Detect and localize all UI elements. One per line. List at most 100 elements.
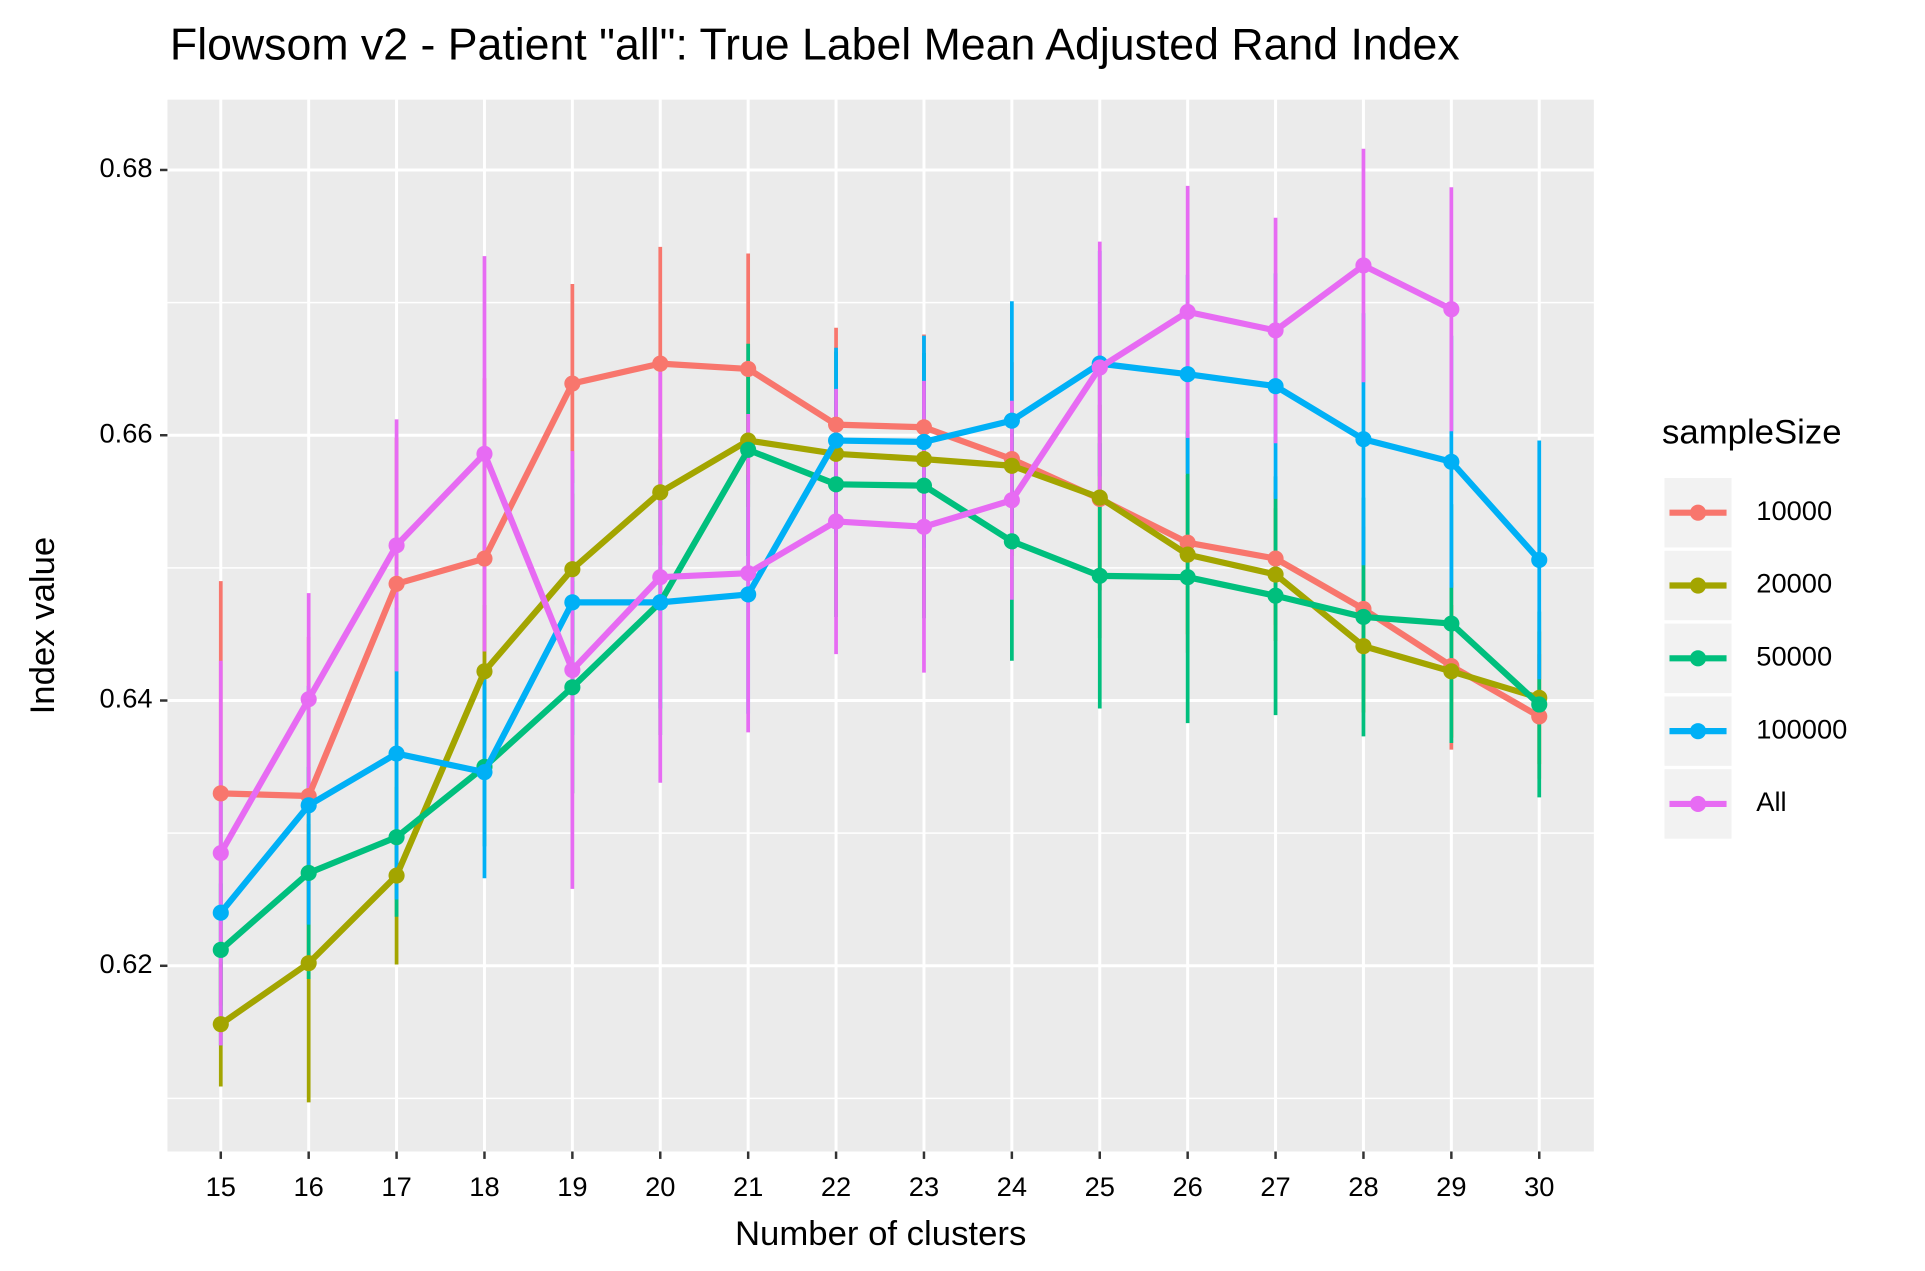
point bbox=[1179, 569, 1196, 586]
point bbox=[1091, 567, 1108, 584]
point bbox=[1267, 566, 1284, 583]
point bbox=[1003, 492, 1020, 509]
point bbox=[388, 745, 405, 762]
legend-key-point bbox=[1689, 577, 1707, 594]
point bbox=[1003, 457, 1020, 474]
point bbox=[740, 586, 757, 603]
x-tick-label: 23 bbox=[909, 1171, 939, 1202]
legend-label: All bbox=[1756, 786, 1786, 817]
point bbox=[1443, 663, 1460, 680]
legend-label: 10000 bbox=[1756, 495, 1832, 526]
x-tick-label: 21 bbox=[733, 1171, 763, 1202]
point bbox=[300, 864, 317, 882]
point bbox=[1267, 378, 1284, 395]
x-tick-label: 16 bbox=[294, 1171, 324, 1202]
point bbox=[564, 375, 581, 392]
point bbox=[1443, 615, 1460, 632]
point bbox=[652, 569, 669, 586]
point bbox=[1355, 608, 1372, 626]
point bbox=[476, 663, 493, 680]
point bbox=[564, 661, 581, 679]
point bbox=[652, 594, 669, 611]
x-tick-label: 19 bbox=[557, 1171, 587, 1202]
x-tick-label: 28 bbox=[1348, 1171, 1378, 1202]
x-tick-label: 15 bbox=[206, 1171, 236, 1202]
point bbox=[388, 867, 405, 884]
legend-label: 50000 bbox=[1756, 641, 1832, 672]
x-tick-label: 20 bbox=[645, 1171, 675, 1202]
point bbox=[1091, 489, 1108, 506]
legend-label: 100000 bbox=[1756, 713, 1847, 744]
point bbox=[1003, 412, 1020, 429]
y-tick-label: 0.62 bbox=[99, 948, 152, 979]
point bbox=[740, 565, 757, 582]
point bbox=[1267, 550, 1284, 567]
point bbox=[300, 691, 317, 708]
point bbox=[388, 537, 405, 554]
x-tick-label: 25 bbox=[1085, 1171, 1115, 1202]
point bbox=[1531, 551, 1548, 568]
point bbox=[476, 550, 493, 567]
point bbox=[828, 513, 845, 530]
point bbox=[915, 451, 933, 468]
point bbox=[1355, 431, 1372, 448]
point bbox=[212, 844, 229, 862]
x-tick-label: 22 bbox=[821, 1171, 851, 1202]
x-tick-label: 29 bbox=[1436, 1171, 1466, 1202]
y-tick-label: 0.64 bbox=[99, 683, 152, 714]
point bbox=[564, 594, 581, 611]
series-line bbox=[218, 360, 1542, 915]
marks bbox=[212, 148, 1548, 1103]
point bbox=[828, 416, 845, 433]
point bbox=[652, 355, 669, 372]
point bbox=[915, 518, 933, 535]
x-axis-label: Number of clusters bbox=[735, 1215, 1026, 1253]
point bbox=[828, 432, 845, 449]
legend-key-point bbox=[1689, 723, 1707, 740]
point bbox=[300, 797, 317, 814]
point bbox=[740, 441, 757, 458]
point bbox=[652, 484, 669, 501]
point bbox=[300, 955, 317, 972]
point bbox=[1179, 303, 1196, 320]
legend-key-point bbox=[1689, 650, 1707, 667]
legend-label: 20000 bbox=[1756, 568, 1832, 599]
point bbox=[212, 904, 229, 921]
point bbox=[1179, 534, 1196, 551]
point bbox=[740, 360, 757, 377]
plot-panel bbox=[167, 99, 1594, 1152]
x-tick-label: 30 bbox=[1524, 1171, 1554, 1202]
point bbox=[564, 561, 581, 578]
y-axis-label: Index value bbox=[24, 537, 62, 715]
point bbox=[1267, 587, 1284, 604]
point bbox=[1267, 322, 1284, 339]
x-tick-label: 27 bbox=[1260, 1171, 1290, 1202]
series-line bbox=[218, 446, 1542, 953]
point bbox=[388, 829, 405, 846]
legend-key-point bbox=[1689, 795, 1707, 812]
point bbox=[564, 679, 581, 696]
point bbox=[1443, 301, 1460, 318]
point bbox=[1531, 708, 1548, 725]
y-tick-label: 0.68 bbox=[99, 152, 152, 183]
point bbox=[1179, 366, 1196, 383]
chart-title: Flowsom v2 - Patient "all": True Label M… bbox=[170, 20, 1460, 69]
legend-title: sampleSize bbox=[1662, 414, 1841, 452]
series-line bbox=[220, 360, 1541, 800]
point bbox=[476, 445, 493, 462]
point bbox=[828, 476, 845, 493]
point bbox=[915, 477, 933, 494]
point bbox=[388, 575, 405, 592]
point bbox=[212, 1016, 229, 1033]
point bbox=[476, 764, 493, 781]
point bbox=[1091, 359, 1108, 376]
x-tick-label: 17 bbox=[381, 1171, 411, 1202]
y-tick-label: 0.66 bbox=[99, 417, 152, 448]
point bbox=[1003, 533, 1020, 550]
point bbox=[212, 785, 229, 802]
point bbox=[212, 941, 229, 958]
point bbox=[1443, 453, 1460, 470]
legend-key-point bbox=[1689, 504, 1707, 521]
x-tick-label: 18 bbox=[469, 1171, 499, 1202]
